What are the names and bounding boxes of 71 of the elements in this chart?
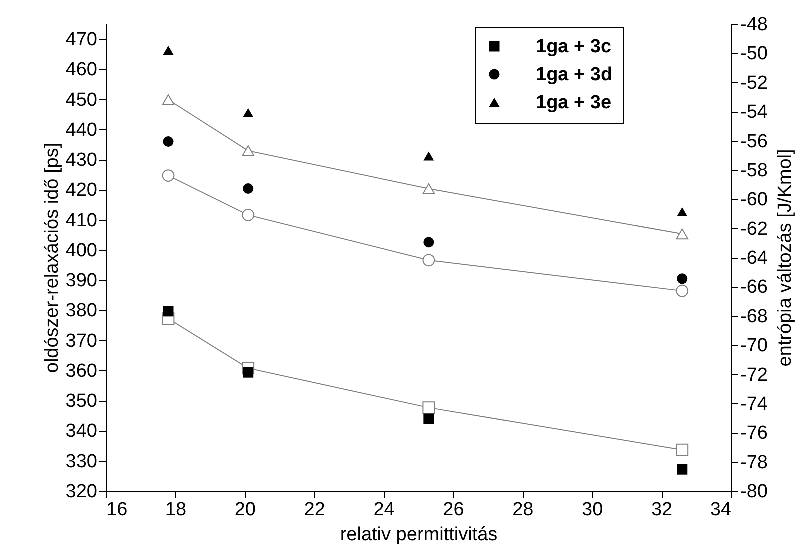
point bbox=[163, 136, 174, 148]
y2-tick-label: -68 bbox=[740, 306, 768, 328]
point bbox=[677, 464, 688, 475]
y-tick-label: 450 bbox=[66, 90, 98, 111]
y-tick-label: 330 bbox=[66, 451, 98, 472]
legend-label: 1ga + 3c bbox=[536, 36, 612, 58]
point bbox=[422, 402, 436, 414]
y-tick-label: 430 bbox=[66, 150, 98, 172]
x-axis-title: relativ permittivitás bbox=[340, 524, 498, 546]
y2-tick-label: -80 bbox=[740, 482, 768, 502]
point bbox=[162, 94, 175, 106]
y-tick-label: 340 bbox=[66, 421, 98, 442]
point bbox=[676, 444, 689, 456]
y2-tick-label: -50 bbox=[740, 44, 768, 65]
y-tick-label: 410 bbox=[66, 210, 98, 232]
x-tick-label: 18 bbox=[165, 500, 187, 520]
y2-tick-label: -54 bbox=[740, 102, 768, 124]
point bbox=[242, 208, 255, 222]
point bbox=[677, 207, 688, 217]
x-tick-label: 32 bbox=[651, 500, 673, 520]
y2-tick-label: -76 bbox=[740, 423, 768, 444]
point bbox=[422, 254, 436, 267]
point bbox=[243, 184, 254, 194]
x-tick-label: 22 bbox=[304, 500, 326, 520]
x-tick-label: 26 bbox=[443, 500, 464, 520]
x-tick-label: 16 bbox=[106, 500, 128, 520]
y2-tick-label: -52 bbox=[740, 72, 768, 94]
y2-tick-label: -78 bbox=[740, 452, 768, 474]
y2-tick-label: -66 bbox=[740, 277, 768, 298]
y2-tick-label: -60 bbox=[740, 190, 768, 211]
x-tick-label: 28 bbox=[512, 500, 534, 520]
y2-tick-label: -72 bbox=[740, 364, 768, 386]
point bbox=[243, 108, 254, 118]
legend-label: 1ga + 3e bbox=[536, 92, 612, 114]
y2-tick-label: -74 bbox=[740, 394, 768, 415]
point bbox=[677, 274, 688, 284]
point bbox=[163, 46, 174, 56]
point bbox=[424, 414, 434, 424]
x-tick-label: 20 bbox=[234, 500, 256, 520]
y2-axis-title: entrópia változás [J/Kmol] bbox=[774, 149, 796, 367]
point bbox=[242, 146, 255, 156]
point bbox=[422, 183, 436, 194]
point bbox=[424, 152, 434, 161]
y-tick-label: 320 bbox=[66, 482, 98, 502]
y-tick-label: 350 bbox=[66, 391, 98, 412]
y-tick-label: 380 bbox=[66, 300, 98, 322]
x-tick-label: 24 bbox=[374, 500, 396, 520]
y-tick-label: 470 bbox=[66, 30, 98, 51]
y2-tick-label: -64 bbox=[740, 248, 768, 269]
point bbox=[676, 284, 689, 298]
y2-tick-label: -58 bbox=[740, 160, 768, 182]
y-tick-label: 460 bbox=[66, 60, 98, 81]
point bbox=[676, 228, 689, 240]
y-tick-label: 370 bbox=[66, 330, 98, 352]
y-tick-label: 440 bbox=[66, 120, 98, 141]
y-axis-title: oldószer-relaxációs idő [ps] bbox=[42, 142, 63, 374]
y2-tick-label: -48 bbox=[740, 14, 768, 36]
point bbox=[163, 306, 174, 317]
y-tick-label: 390 bbox=[66, 270, 98, 292]
legend-label: 1ga + 3d bbox=[536, 64, 613, 86]
y-tick-label: 420 bbox=[66, 180, 98, 202]
x-tick-label: 30 bbox=[582, 500, 604, 520]
x-tick-label: 34 bbox=[710, 500, 732, 520]
point bbox=[162, 170, 175, 182]
y-tick-label: 400 bbox=[66, 240, 98, 262]
point bbox=[243, 367, 254, 378]
y-tick-label: 360 bbox=[66, 360, 98, 382]
y2-tick-label: -62 bbox=[740, 218, 768, 240]
y2-tick-label: -70 bbox=[740, 336, 768, 357]
point bbox=[424, 237, 434, 248]
y2-tick-label: -56 bbox=[740, 131, 768, 152]
